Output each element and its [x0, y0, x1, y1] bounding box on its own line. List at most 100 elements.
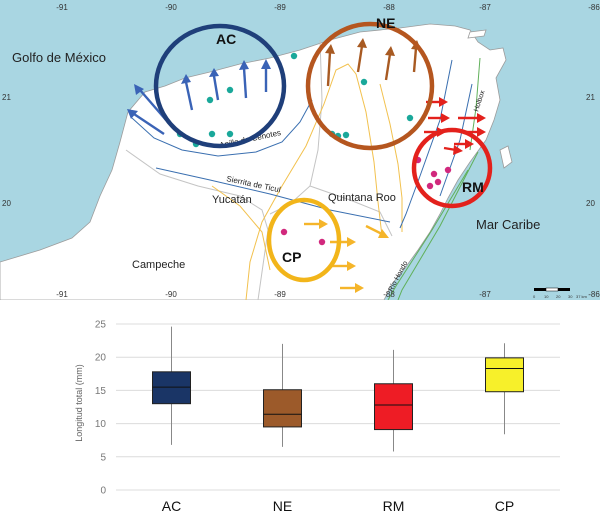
- lat-tick-left: 20: [2, 199, 11, 208]
- y-tick-label: 25: [95, 320, 107, 331]
- sample-dot: [290, 52, 298, 60]
- sample-dot: [226, 130, 234, 138]
- fault-line: [439, 83, 473, 197]
- arrow-cp-head: [378, 229, 389, 238]
- arrow-rm-head: [441, 113, 450, 123]
- lon-tick-top: -89: [274, 3, 286, 12]
- sample-dot: [226, 86, 234, 94]
- arrow-ne-head: [325, 44, 335, 54]
- lat-ticks: 21 20 21 20: [2, 93, 595, 208]
- cozumel-island: [499, 145, 513, 169]
- scale-label: 0: [533, 294, 536, 299]
- map-panel: -91 -90 -89 -88 -87 -86 -91 -90 -89 -88 …: [0, 0, 600, 300]
- arrow-cp-head: [319, 219, 328, 229]
- lat-tick-right: 21: [586, 93, 595, 102]
- sample-dot: [406, 114, 414, 122]
- x-category-label: NE: [273, 498, 292, 514]
- region-label-ne: NE: [376, 15, 395, 31]
- rio-hondo-line: [397, 151, 479, 300]
- lon-tick-bottom: -89: [274, 290, 286, 299]
- sierrita-ticul-line: [155, 167, 391, 223]
- lon-tick-bottom: -88: [383, 290, 395, 299]
- region-circle-ac: [153, 23, 287, 149]
- arrow-ac: [184, 81, 194, 111]
- arrows-ac: [127, 59, 271, 135]
- sample-dot: [434, 178, 442, 186]
- contour-line: [379, 83, 403, 232]
- arrow-rm-head: [477, 113, 486, 123]
- region-label-cp: CP: [282, 249, 301, 265]
- sample-dot: [208, 130, 216, 138]
- arrow-ac-head: [134, 84, 144, 95]
- scale-bar: 0 10 20 30 37 km: [533, 287, 588, 299]
- y-tick-label: 0: [100, 486, 106, 497]
- arrow-ac: [133, 113, 165, 135]
- y-tick-label: 20: [95, 353, 107, 364]
- arrow-cp-head: [347, 237, 356, 247]
- region-label-rm: RM: [462, 179, 484, 195]
- lon-ticks-top: -91 -90 -89 -88 -87 -86: [56, 3, 600, 12]
- sample-dot: [206, 96, 214, 104]
- box-cp: [485, 357, 524, 393]
- arrow-ac: [242, 67, 248, 99]
- arrow-ne-head: [385, 46, 395, 56]
- x-category-labels: AC NE RM CP: [162, 498, 514, 514]
- region-circle-cp: [266, 197, 342, 283]
- label-mar-caribe: Mar Caribe: [476, 217, 540, 232]
- label-quintana-roo: Quintana Roo: [328, 192, 396, 204]
- box-ne: [263, 389, 302, 428]
- scale-label: 20: [556, 294, 561, 299]
- lon-tick-bottom: -90: [165, 290, 177, 299]
- label-golfo: Golfo de México: [12, 50, 106, 65]
- label-campeche: Campeche: [132, 259, 185, 271]
- arrow-ne-head: [357, 38, 367, 48]
- region-circle-ne: [305, 21, 435, 151]
- lat-tick-right: 20: [586, 199, 595, 208]
- arrow-ne: [384, 53, 392, 81]
- box-rm: [374, 383, 413, 431]
- scale-bar-segment: [534, 288, 546, 291]
- scale-label: 10: [544, 294, 549, 299]
- chart-grid: [116, 323, 560, 491]
- arrow-ac-head: [239, 60, 249, 70]
- label-yucatan: Yucatán: [212, 194, 252, 206]
- sample-dot: [430, 170, 438, 178]
- arrow-ne: [326, 51, 332, 87]
- sample-dot: [280, 228, 288, 236]
- arrow-ac-head: [209, 68, 219, 77]
- y-axis-label: Longitud total (mm): [74, 364, 84, 442]
- lon-tick-top: -91: [56, 3, 68, 12]
- boxes: [152, 326, 524, 452]
- lon-tick-top: -88: [383, 3, 395, 12]
- lon-tick-bottom: -86: [588, 290, 600, 299]
- arrow-rm-head: [453, 145, 463, 155]
- x-category-label: CP: [495, 498, 514, 514]
- arrow-ac-head: [127, 109, 138, 119]
- arrow-ac-head: [261, 59, 271, 69]
- lat-tick-left: 21: [2, 93, 11, 102]
- scale-bar-segment: [545, 287, 559, 292]
- sample-dot: [318, 238, 326, 246]
- y-tick-label: 15: [95, 386, 107, 397]
- arrow-cp: [365, 224, 383, 236]
- arrow-cp-head: [355, 283, 364, 293]
- region-circle-rm: [411, 127, 493, 209]
- lon-tick-top: -87: [479, 3, 491, 12]
- lon-tick-bottom: -91: [56, 290, 68, 299]
- sample-dot: [342, 131, 350, 139]
- arrow-ne: [356, 45, 364, 73]
- arrow-rm-head: [465, 139, 474, 149]
- x-category-label: AC: [162, 498, 181, 514]
- lon-tick-bottom: -87: [479, 290, 491, 299]
- y-tick-label: 10: [95, 419, 107, 430]
- arrow-cp-head: [347, 261, 356, 271]
- arrow-rm-head: [439, 97, 448, 107]
- scale-label: 30: [568, 294, 573, 299]
- dots-magenta: [280, 156, 452, 246]
- sample-dot: [426, 182, 434, 190]
- scale-bar-segment: [558, 288, 570, 291]
- boxplot-chart: 0 5 10 15 20 25 AC NE RM CP Longitud total (mm): [74, 320, 560, 514]
- contour-line: [211, 185, 271, 271]
- scale-label: 37 km: [576, 294, 588, 299]
- box-ac: [152, 371, 191, 405]
